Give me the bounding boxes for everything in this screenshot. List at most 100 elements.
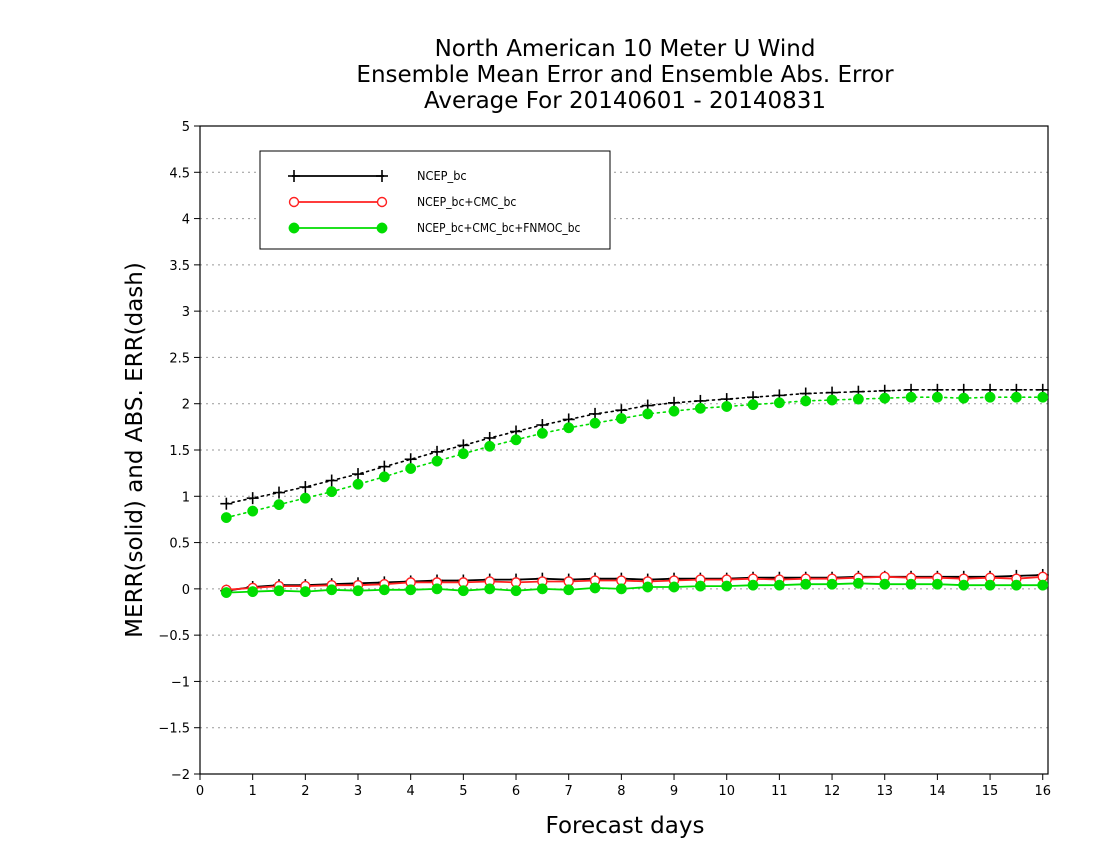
legend-marker [288,196,300,208]
data-point [299,492,311,504]
grid-lines [200,171,1048,729]
y-tick-label: 1.5 [169,444,190,459]
data-point [958,579,970,591]
y-tick-label: −1.5 [158,722,190,737]
data-point [615,583,627,595]
data-point [800,395,812,407]
y-tick-label: −0.5 [158,629,190,644]
data-point [1010,579,1022,591]
data-point [826,578,838,590]
legend-label: NCEP_bc+CMC_bc+FNMOC_bc [417,221,580,235]
y-axis: 5 4.5 4 3.5 3 2.5 2 1.5 1 0.5 0 −0.5 −1 −1.5 −2 [158,120,200,783]
x-tick-label: 4 [407,784,415,799]
data-point [721,401,733,412]
y-tick-label: −1 [171,675,190,690]
x-axis: 0 1 2 3 4 5 6 7 8 9 10 11 12 13 14 15 16 [196,774,1051,799]
data-point [273,585,285,597]
data-point [299,586,311,598]
data-point [563,422,575,434]
data-point [879,578,891,590]
data-point [484,583,496,595]
y-tick-label: 5 [182,120,190,135]
data-point [773,579,785,591]
series-0-merr [220,568,1049,597]
legend-entry: NCEP_bc+CMC_bc [288,195,516,209]
x-tick-label: 16 [1034,784,1051,799]
legend: NCEP_bc NCEP_bc+CMC_bc NCEP_bc+CMC_bc+FNMO… [259,150,611,250]
x-tick-label: 5 [459,784,467,799]
y-tick-label: 2.5 [169,351,190,366]
legend-marker [376,170,388,182]
data-point [958,392,970,404]
data-point [326,584,338,596]
data-point [378,471,390,483]
legend-marker [288,170,300,182]
x-tick-label: 3 [354,784,362,799]
data-point [589,417,601,429]
data-point [1037,579,1049,591]
data-point [563,584,575,596]
data-point [852,393,864,405]
legend-box [259,150,611,250]
data-point [405,584,417,596]
x-axis-label: Forecast days [546,813,705,839]
data-point [1010,391,1022,403]
y-tick-label: 3 [182,305,190,320]
data-point [905,578,917,590]
series-layer [220,383,1049,599]
legend-label: NCEP_bc [417,169,467,183]
data-point [984,391,996,403]
data-point [326,486,338,498]
x-tick-label: 0 [196,784,204,799]
data-point [668,405,680,417]
data-point [879,392,891,404]
x-tick-label: 11 [771,784,788,799]
y-axis-label: MERR(solid) and ABS. ERR(dash) [122,262,148,638]
data-point [352,468,365,481]
x-tick-label: 12 [824,784,841,799]
series-line-abs-err [225,396,1044,519]
y-tick-label: 0.5 [169,537,190,552]
chart-title-line-3: Average For 20140601 - 20140831 [423,88,827,114]
data-point [457,448,469,460]
data-point [220,512,232,524]
y-tick-label: 1 [182,490,190,505]
x-tick-label: 9 [670,784,678,799]
data-point [747,399,759,411]
legend-entry: NCEP_bc [288,169,467,183]
series-2-abs-err [220,391,1049,524]
data-point [247,505,259,517]
data-point [642,408,654,420]
y-tick-label: 4.5 [169,166,190,181]
x-tick-label: 7 [565,784,573,799]
data-point [642,581,654,593]
data-point [589,582,601,594]
data-point [800,578,812,590]
data-point [431,455,443,467]
data-point [747,579,759,591]
legend-marker [376,222,388,234]
data-point [352,585,364,597]
data-point [247,586,259,598]
data-point [273,486,286,499]
data-point [378,584,390,596]
data-point [931,578,943,590]
data-point [536,583,548,595]
data-point [405,463,417,474]
x-tick-label: 15 [982,784,999,799]
y-tick-label: 4 [182,213,190,228]
y-tick-label: 2 [182,398,190,413]
data-point [325,474,338,487]
y-tick-label: 0 [182,583,190,598]
data-point [220,497,233,510]
y-tick-label: 3.5 [169,259,190,274]
data-point [615,413,627,424]
x-tick-label: 6 [512,784,520,799]
data-point [1037,391,1049,403]
x-tick-label: 1 [249,784,257,799]
x-tick-label: 8 [617,784,625,799]
legend-marker [376,196,388,208]
y-tick-label: −2 [171,768,190,783]
data-point [984,579,996,591]
